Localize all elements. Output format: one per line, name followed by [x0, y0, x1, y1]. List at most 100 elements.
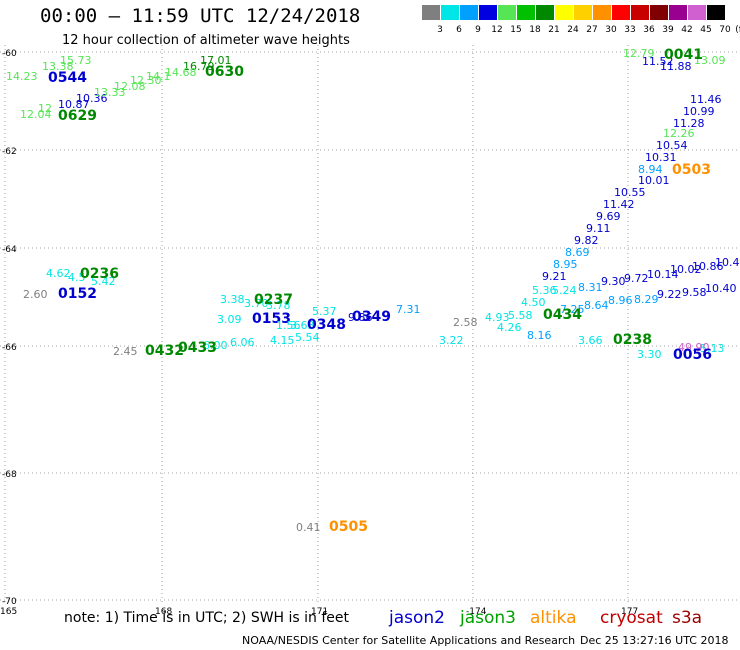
latitude-label: -64	[2, 245, 17, 255]
colorbar-tick-label: 39	[662, 25, 674, 35]
wave-height-reading: 8.16	[527, 329, 552, 342]
wave-height-reading: 15.73	[60, 54, 92, 67]
colorbar-tick-label: 30	[605, 25, 617, 35]
wave-height-reading: 10.01	[638, 174, 670, 187]
wave-height-reading: 7.25	[560, 303, 585, 316]
wave-height-reading: 13.38	[42, 60, 74, 73]
legend-cryosat: cryosat	[600, 608, 663, 628]
wave-height-reading: 49.90	[678, 341, 710, 354]
colorbar-tick-label: 21	[548, 25, 560, 35]
wave-height-reading: 3.09	[217, 313, 242, 326]
pass-time-label: 0236	[80, 266, 119, 282]
wave-height-reading: 4.62	[46, 267, 71, 280]
wave-height-reading: 3.78	[266, 299, 291, 312]
latitude-label: -62	[2, 147, 17, 157]
wave-height-reading: 8.29	[634, 293, 659, 306]
colorbar-swatch	[707, 5, 725, 20]
wave-height-reading: 11.42	[603, 198, 635, 211]
wave-height-reading: 10.54	[656, 139, 688, 152]
colorbar-tick-label: 45	[700, 25, 712, 35]
wave-height-reading: 14.1	[146, 70, 171, 83]
wave-height-reading: 4.93	[485, 311, 510, 324]
colorbar-swatch	[612, 5, 630, 20]
pass-time-label: 0629	[58, 108, 97, 124]
colorbar-tick-label: 42	[681, 25, 693, 35]
footnote: note: 1) Time is in UTC; 2) SWH is in fe…	[64, 610, 350, 626]
wave-height-reading: 3.63	[290, 319, 315, 332]
wave-height-reading: 8.69	[565, 246, 590, 259]
wave-height-reading: 3.70	[244, 297, 269, 310]
wave-height-reading: 8.64	[584, 299, 609, 312]
latitude-label: -70	[2, 597, 17, 607]
wave-height-reading: 9.11	[586, 222, 611, 235]
wave-height-reading: 9.21	[542, 270, 567, 283]
wave-height-reading: 9.58	[682, 286, 707, 299]
wave-height-reading: 14.68	[165, 66, 197, 79]
wave-height-reading: 4.5	[68, 271, 86, 284]
legend-jason3: jason3	[460, 608, 516, 628]
wave-height-reading: 10.02	[670, 263, 702, 276]
wave-height-reading: 14.23	[6, 70, 38, 83]
longitude-label: 171	[311, 607, 328, 617]
colorbar-swatch	[574, 5, 592, 20]
wave-height-reading: 12	[38, 102, 52, 115]
wave-height-reading: 8.96	[608, 294, 633, 307]
wave-height-reading: 9.30	[601, 275, 626, 288]
longitude-label: 177	[621, 607, 638, 617]
wave-height-reading: 10.42	[715, 256, 740, 269]
wave-height-reading: 2.60	[23, 288, 48, 301]
wave-height-reading: 12.04	[20, 108, 52, 121]
wave-height-reading: 16.79	[183, 60, 215, 73]
wave-height-reading: 5.58	[508, 309, 533, 322]
wave-height-reading: 17.01	[200, 54, 232, 67]
colorbar-tick-label: 15	[510, 25, 522, 35]
pass-time-label: 0544	[48, 70, 87, 86]
colorbar-tick-label: 24	[567, 25, 579, 35]
wave-height-reading: 10.99	[683, 105, 715, 118]
wave-height-reading: 1.56	[276, 319, 301, 332]
generated-timestamp: Dec 25 13:27:16 UTC 2018	[580, 634, 729, 647]
wave-height-reading: 5.36	[532, 284, 557, 297]
latitude-label: -68	[2, 470, 17, 480]
pass-time-label: 0630	[205, 64, 244, 80]
longitude-label: -174	[466, 607, 487, 617]
colorbar-tick-label: 70	[719, 25, 731, 35]
colorbar-swatch	[441, 5, 459, 20]
colorbar-swatch	[460, 5, 478, 20]
wave-height-reading: 8.31	[578, 281, 603, 294]
pass-time-label: 0348	[307, 317, 346, 333]
wave-height-reading: 11.46	[690, 93, 722, 106]
wave-height-reading: 9.82	[574, 234, 599, 247]
legend-s3a: s3a	[672, 608, 703, 628]
wave-height-reading: 10.87	[58, 98, 90, 111]
pass-time-label: 0238	[613, 332, 652, 348]
pass-time-label: 0433	[178, 340, 217, 356]
colorbar-swatch	[422, 5, 440, 20]
wave-height-reading: 5.13	[700, 342, 725, 355]
wave-height-reading: 2.45	[113, 345, 138, 358]
pass-time-label: 0432	[145, 343, 184, 359]
wave-height-reading: 3.38	[220, 293, 245, 306]
wave-height-reading: 10.40	[705, 282, 737, 295]
wave-height-reading: 12.30	[130, 74, 162, 87]
pass-time-label: 0041	[664, 47, 703, 63]
colorbar-swatch	[593, 5, 611, 20]
wave-height-reading: 3.66	[578, 334, 603, 347]
map-subtitle: 12 hour collection of altimeter wave hei…	[62, 33, 350, 48]
colorbar-tick-label: 6	[456, 25, 462, 35]
wave-height-reading: 10.86	[692, 260, 724, 273]
wave-height-reading: 11.88	[660, 60, 692, 73]
pass-time-label: 0503	[672, 162, 711, 178]
legend-jason2: jason2	[389, 608, 445, 628]
wave-height-reading: 6.06	[230, 336, 255, 349]
wave-height-reading: 9.69	[596, 210, 621, 223]
colorbar-swatch	[631, 5, 649, 20]
colorbar-swatch	[555, 5, 573, 20]
wave-height-reading: 5.54	[295, 331, 320, 344]
pass-time-label: 0056	[673, 347, 712, 363]
colorbar-swatch	[650, 5, 668, 20]
wave-height-reading: 10.14	[647, 268, 679, 281]
wave-height-reading: 5.24	[552, 284, 577, 297]
latitude-label: -66	[2, 343, 17, 353]
longitude-label: 168	[155, 607, 172, 617]
